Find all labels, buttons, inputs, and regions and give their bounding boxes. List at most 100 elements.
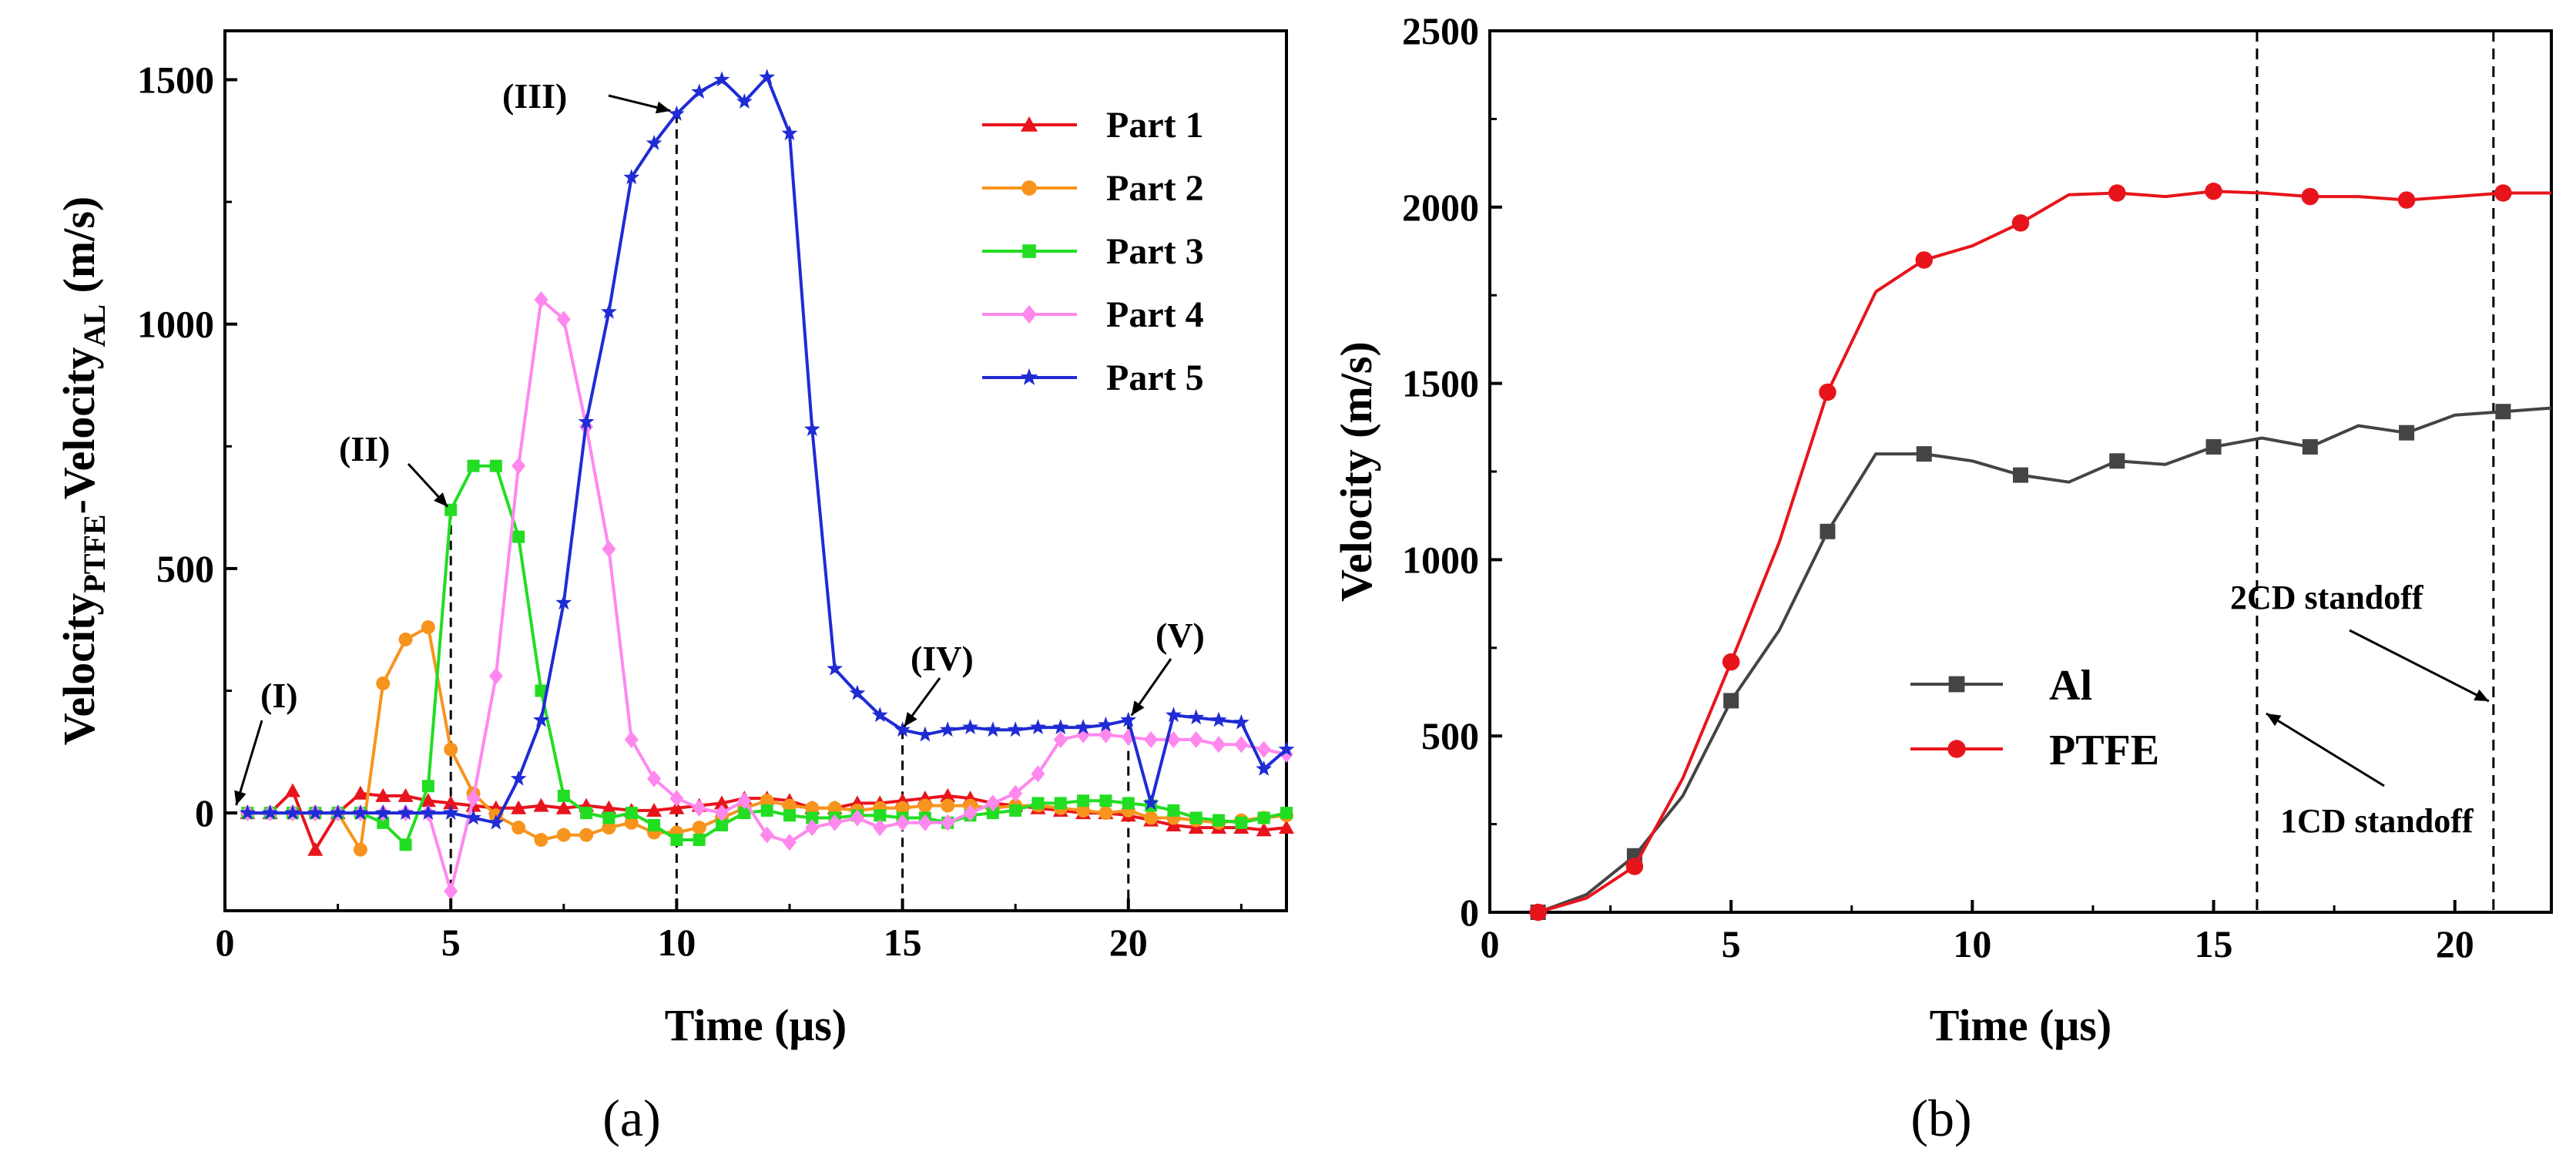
data-point: [556, 828, 571, 842]
data-point: [511, 800, 527, 814]
data-point: [827, 801, 842, 815]
data-point: [738, 807, 751, 820]
data-point: [420, 804, 437, 820]
data-point: [2302, 438, 2318, 455]
data-point: [534, 290, 548, 308]
data-point: [1257, 811, 1270, 824]
data-point: [399, 838, 412, 851]
data-point: [805, 819, 820, 837]
data-point: [1278, 740, 1295, 757]
x-axis-title-a: Time (μs): [665, 1000, 847, 1050]
data-point: [376, 676, 391, 690]
legend-marker: [1948, 676, 1965, 693]
data-point: [2494, 184, 2512, 202]
annotation-2cd: 2CD standoff: [2230, 579, 2424, 616]
data-point: [421, 620, 435, 635]
data-point: [397, 787, 414, 802]
data-point: [1256, 740, 1271, 758]
data-point: [512, 821, 526, 835]
legend-marker: [1947, 740, 1966, 758]
data-point: [986, 807, 999, 820]
data-point: [377, 816, 390, 829]
data-point: [782, 798, 797, 813]
y-axis-title-b: Velocity (m/s): [1331, 341, 1381, 602]
data-point: [443, 795, 459, 810]
data-point: [555, 594, 572, 610]
data-point: [466, 790, 481, 807]
legend-label: Part 3: [1106, 231, 1204, 272]
x-tick-label-a: 10: [657, 921, 696, 964]
legend-marker: [1022, 244, 1036, 258]
data-point: [646, 802, 662, 817]
x-tick-label-b: 10: [1953, 922, 1991, 965]
data-point: [1256, 760, 1273, 776]
data-point: [1819, 383, 1836, 401]
annotation-1cd: 1CD standoff: [2280, 802, 2474, 840]
x-tick-label-a: 0: [216, 921, 235, 964]
data-point: [941, 814, 955, 831]
data-point: [849, 684, 866, 700]
data-point: [1212, 736, 1226, 754]
data-point: [895, 801, 910, 815]
data-point: [1166, 730, 1181, 748]
data-point: [307, 841, 324, 856]
data-point: [1233, 713, 1249, 730]
data-point: [783, 809, 796, 822]
annotation-arrow-2cd-head: [2474, 689, 2489, 701]
data-point: [488, 667, 503, 685]
data-point: [398, 632, 413, 646]
data-point: [1213, 814, 1226, 827]
data-point: [693, 834, 706, 847]
data-point: [533, 711, 549, 727]
annotation-label-a: (V): [1156, 616, 1205, 655]
data-point: [512, 457, 526, 475]
data-point: [805, 801, 820, 815]
data-point: [803, 421, 820, 436]
data-point: [239, 804, 256, 820]
data-point: [442, 804, 459, 820]
data-point: [352, 785, 368, 800]
data-point: [1122, 797, 1135, 810]
data-point: [668, 105, 685, 121]
data-point: [669, 790, 684, 807]
data-point: [2495, 404, 2511, 420]
legend-label: Part 2: [1106, 168, 1204, 209]
data-point: [533, 797, 549, 812]
data-point: [1189, 811, 1202, 824]
y-tick-label-b: 1500: [1402, 362, 1479, 405]
annotation-label-a: (IV): [911, 639, 974, 678]
data-point: [646, 134, 662, 150]
data-point: [578, 413, 595, 429]
data-point: [1120, 711, 1137, 727]
data-point: [2108, 184, 2126, 202]
series-line: [1537, 406, 2552, 914]
data-point: [535, 684, 548, 697]
data-point: [939, 721, 956, 737]
data-point: [1052, 719, 1069, 734]
data-point: [284, 804, 301, 820]
data-point: [623, 169, 640, 185]
data-point: [714, 795, 730, 810]
legend-label: PTFE: [2049, 727, 2159, 774]
legend-a: Part 1 Part 2 Part 3 Part 4 Part 5: [982, 105, 1204, 398]
data-point: [284, 783, 300, 797]
data-point: [941, 798, 955, 813]
data-point: [1031, 765, 1045, 783]
legend-marker: [1021, 116, 1038, 132]
data-point: [1077, 794, 1090, 807]
data-point: [1007, 721, 1024, 737]
annotation-arrow-a-head: [234, 790, 247, 806]
data-point: [1098, 806, 1113, 821]
data-point: [601, 800, 617, 814]
data-point: [692, 799, 706, 817]
data-point: [534, 833, 548, 848]
data-point: [2013, 467, 2028, 483]
y-tick-label-a: 500: [156, 547, 214, 590]
chart-panel-a: 0 5 10 15 20 0 500 1000 1500 (I) (II) (III) (IV) (V)…: [54, 29, 1295, 1147]
data-point: [985, 794, 1000, 812]
annotation-label-a: (II): [339, 429, 390, 468]
data-point: [444, 742, 458, 757]
y-tick-label-b: 0: [1460, 891, 1479, 934]
data-point: [2397, 191, 2416, 209]
